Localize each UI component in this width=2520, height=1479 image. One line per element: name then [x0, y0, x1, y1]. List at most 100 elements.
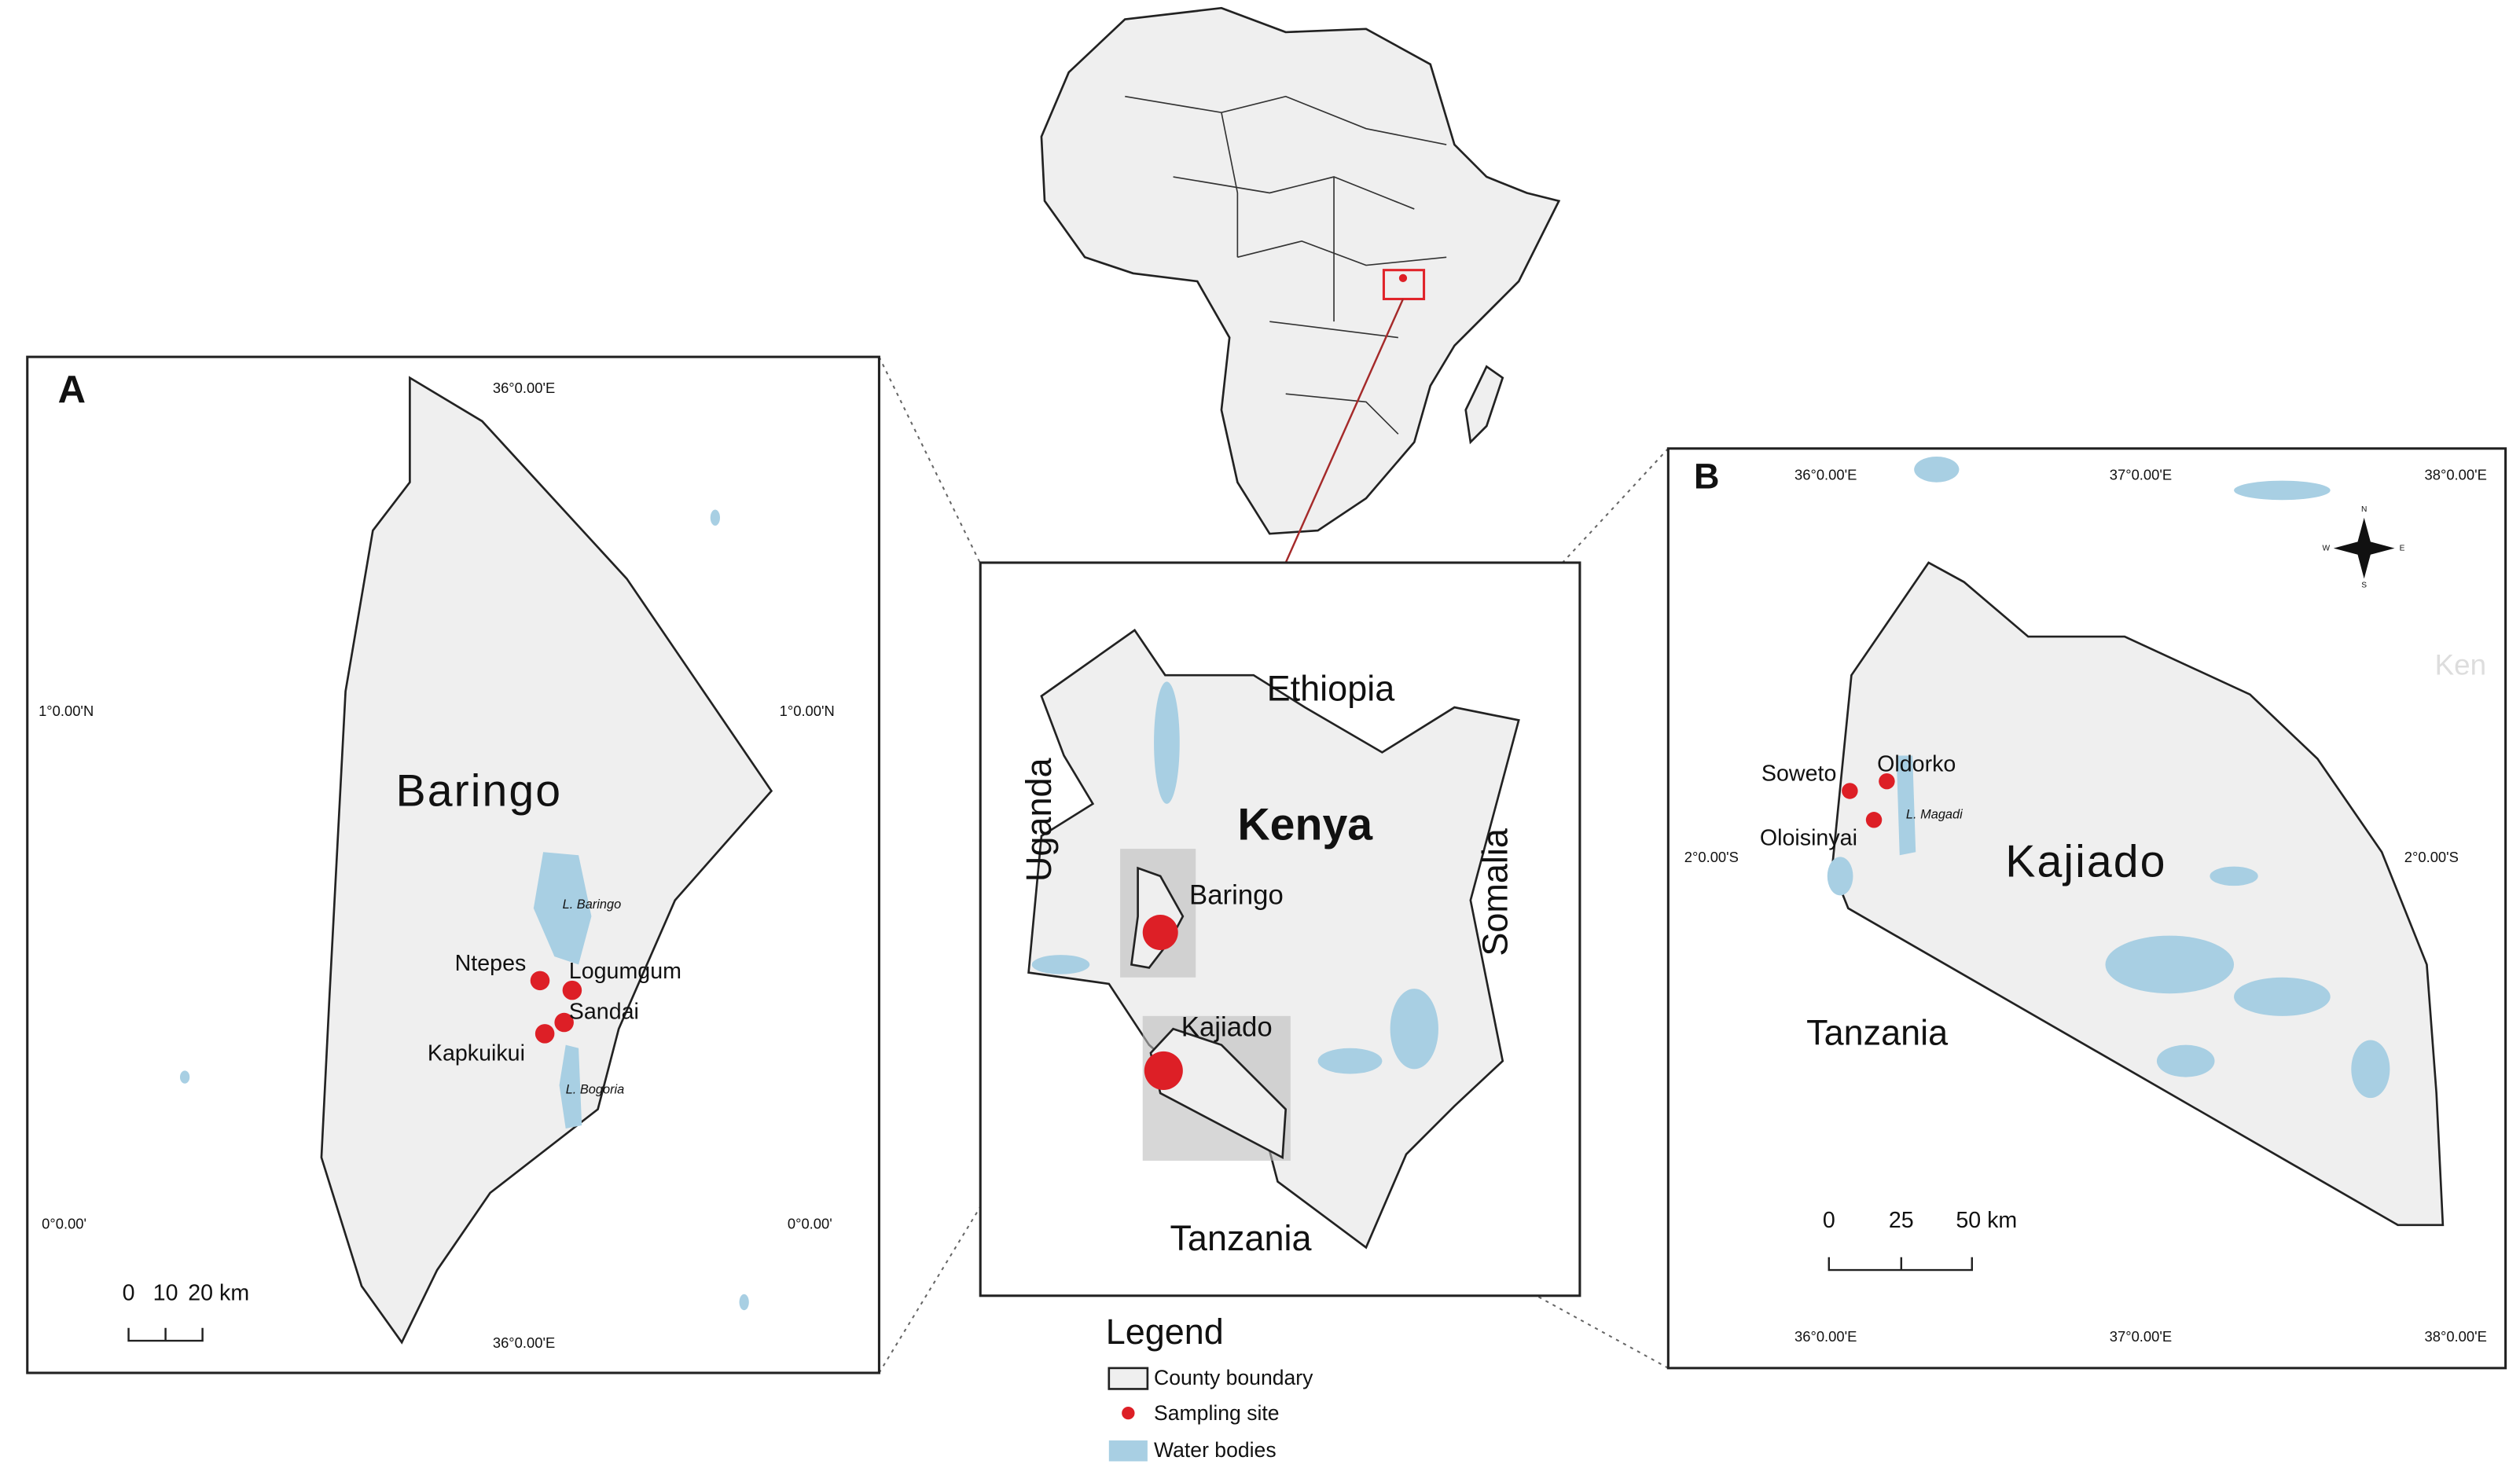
county-label: Baringo [396, 766, 563, 817]
scale-label: 0 [123, 1280, 135, 1305]
africa-borders [1125, 95, 1447, 435]
country-label: Kenya [1237, 800, 1373, 850]
water-body [2351, 1040, 2390, 1099]
site-label: Sandai [569, 999, 639, 1024]
site-label: Oldorko [1877, 751, 1956, 776]
africa-inset [1040, 6, 1561, 563]
water-body [1827, 857, 1853, 896]
sampling-site [1879, 773, 1895, 790]
graticule-label: 1°0.00'N [780, 703, 835, 719]
compass-star [2333, 517, 2395, 579]
graticule-label: 2°0.00'S [1684, 849, 1739, 865]
sampling-site [1842, 783, 1858, 799]
legend-title: Legend [1106, 1312, 1224, 1352]
legend-item: Water bodies [1154, 1438, 1277, 1462]
legend-item: Sampling site [1154, 1401, 1280, 1425]
scale-label: 50 km [1956, 1208, 2017, 1233]
site-label: Ntepes [455, 951, 527, 976]
north-arrow: N E S W [2323, 505, 2405, 589]
water-body [1154, 681, 1180, 804]
scale-label: 20 km [188, 1280, 249, 1305]
graticule-label: 38°0.00'E [2425, 466, 2487, 483]
lake-label: L. Bogoria [566, 1082, 625, 1096]
water-body [2234, 480, 2331, 501]
country-label: Tanzania [1170, 1218, 1312, 1258]
water-body [1317, 1048, 1383, 1074]
sampling-site [554, 1012, 574, 1033]
scale-label: 10 [153, 1280, 178, 1305]
compass-label: E [2400, 544, 2405, 552]
site-label: Oloisinyai [1760, 825, 1857, 850]
legend-item: County boundary [1154, 1366, 1313, 1389]
legend-swatch [1108, 1440, 1148, 1462]
legend: Legend County boundary Sampling site Wat… [1106, 1312, 1313, 1462]
graticule-label: 2°0.00'S [2404, 849, 2459, 865]
sampling-site [530, 971, 550, 991]
water-body [2234, 977, 2331, 1016]
graticule-label: 36°0.00'E [493, 380, 555, 396]
kenya-outline [1027, 629, 1520, 1250]
country-label: Ethiopia [1267, 669, 1396, 709]
madagascar [1464, 365, 1504, 445]
graticule-label: 1°0.00'N [39, 703, 94, 719]
lake-magadi [1896, 755, 1916, 856]
compass-label: S [2361, 581, 2367, 589]
scale-bar [1828, 1257, 1974, 1272]
graticule-label: 37°0.00'E [2110, 1328, 2172, 1345]
water-body [180, 1070, 190, 1084]
sampling-site [562, 980, 582, 1000]
kenya-locator [1382, 269, 1426, 301]
site-label: Logumgum [569, 959, 681, 984]
county-label: Baringo [1189, 881, 1284, 911]
water-body [2156, 1044, 2215, 1077]
kajiado-county [1149, 1027, 1288, 1159]
water-body [739, 1294, 749, 1311]
locator-line [1284, 298, 1405, 563]
water-body [710, 509, 720, 526]
water-body [1390, 989, 1438, 1070]
graticule-label: 36°0.00'E [1794, 466, 1857, 483]
country-label: Uganda [1019, 757, 1059, 882]
scale-label: 0 [1823, 1208, 1835, 1233]
sampling-site [534, 1024, 555, 1044]
kajiado-outline [1831, 561, 2445, 1227]
country-label: Tanzania [1806, 1012, 1949, 1052]
compass-label: N [2361, 505, 2367, 514]
water-body [1031, 955, 1090, 974]
graticule-label: 37°0.00'E [2110, 466, 2172, 483]
lake-bogoria [559, 1044, 582, 1129]
county-label: Kajiado [1181, 1012, 1273, 1042]
faint-label: Ken [2435, 649, 2486, 681]
panel-letter: B [1694, 456, 1719, 496]
water-body [1914, 456, 1960, 483]
panel-letter: A [58, 369, 86, 411]
graticule-label: 38°0.00'E [2425, 1328, 2487, 1345]
graticule-label: 0°0.00' [788, 1216, 832, 1232]
panel-a: A 36°0.00'E 36°0.00'E 1°0.00'N 1°0.00'N … [26, 355, 880, 1374]
lake-label: L. Baringo [563, 897, 622, 912]
graticule-label: 0°0.00' [42, 1216, 86, 1232]
site-cluster [1144, 1051, 1183, 1090]
site-label: Kapkuikui [428, 1041, 525, 1066]
africa-outline [1040, 6, 1561, 535]
graticule-label: 36°0.00'E [1794, 1328, 1857, 1345]
compass-label: W [2323, 544, 2331, 552]
locator-dot [1398, 273, 1408, 283]
scale-label: 25 [1889, 1208, 1914, 1233]
lake-baringo [533, 852, 592, 965]
legend-swatch [1122, 1406, 1135, 1420]
panel-b: B 36°0.00'E 37°0.00'E 38°0.00'E 36°0.00'… [1666, 447, 2507, 1370]
legend-swatch [1108, 1367, 1149, 1390]
water-body [2210, 866, 2258, 886]
sampling-site [1865, 812, 1883, 828]
site-label: Soweto [1761, 762, 1836, 787]
country-label: Somalia [1475, 828, 1515, 956]
scale-bar [127, 1327, 204, 1342]
county-label: Kajiado [2005, 837, 2166, 887]
site-cluster [1142, 914, 1178, 950]
water-body [2105, 935, 2235, 994]
graticule-label: 36°0.00'E [493, 1334, 555, 1351]
